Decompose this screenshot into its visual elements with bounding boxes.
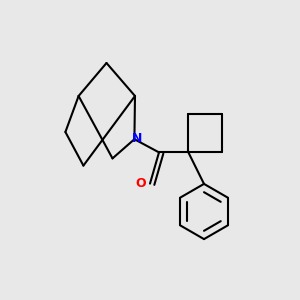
Text: N: N <box>132 131 142 145</box>
Text: O: O <box>135 177 146 190</box>
